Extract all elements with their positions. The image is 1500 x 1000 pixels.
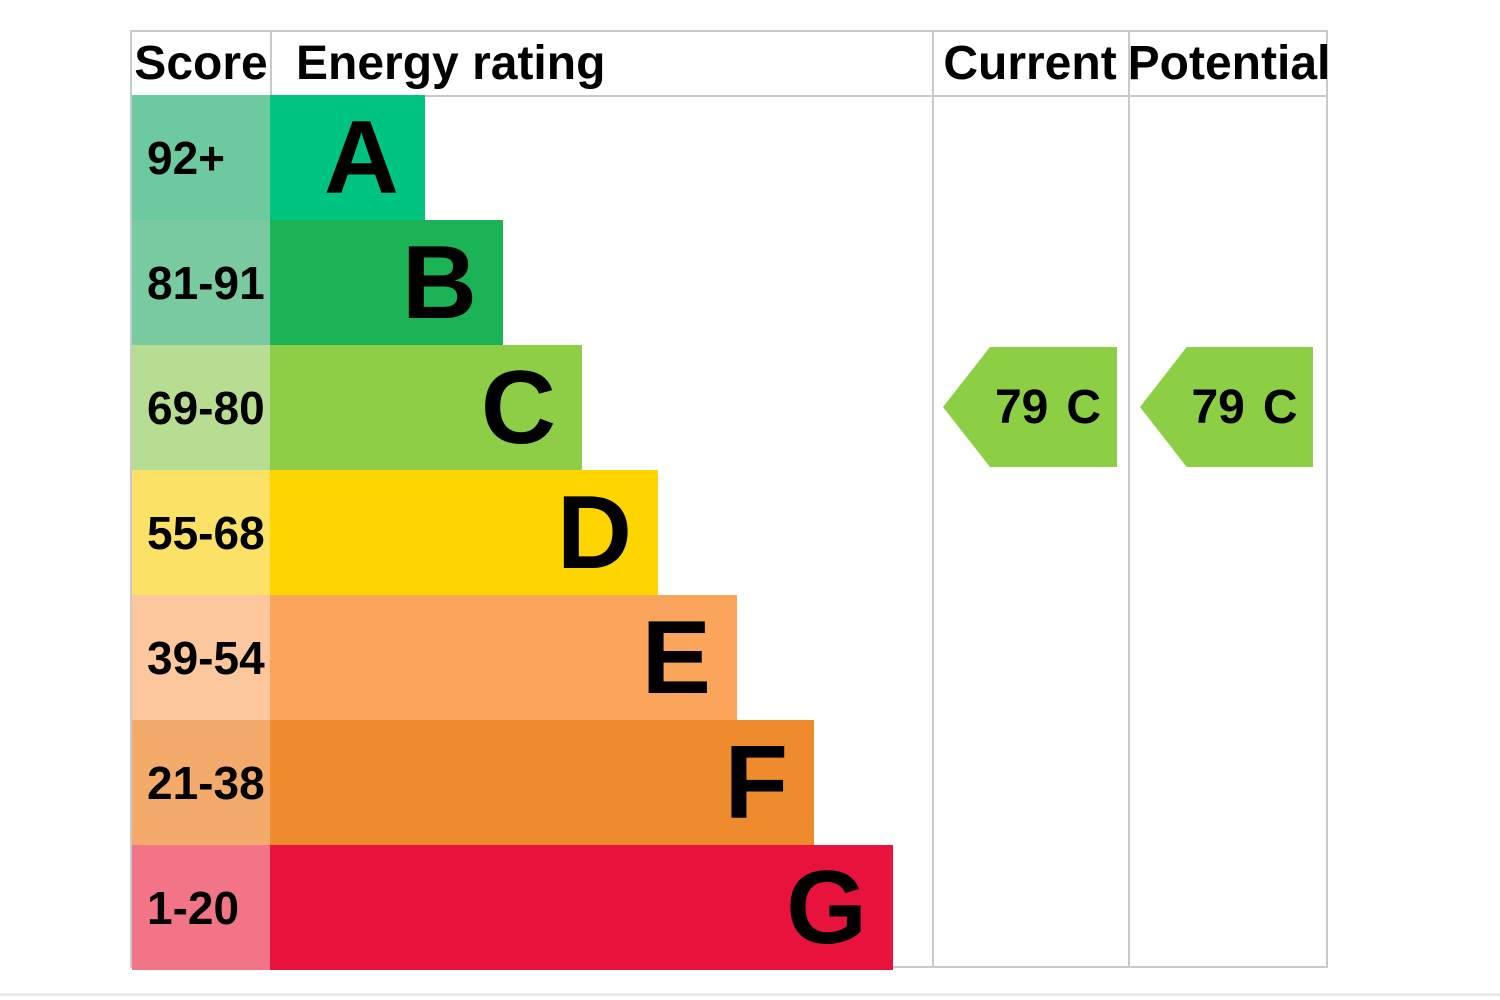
- band-e-score-cell: 39-54: [132, 595, 270, 720]
- energy-rating-header-label: Energy rating: [296, 37, 606, 90]
- band-e-bar: E: [270, 595, 737, 720]
- band-row-g: 1-20 G: [132, 845, 1326, 970]
- band-g-bar: G: [270, 845, 893, 970]
- band-g-letter: G: [786, 849, 867, 966]
- score-header-label: Score: [134, 37, 268, 90]
- band-d-letter: D: [556, 474, 632, 591]
- band-f-bar: F: [270, 720, 814, 845]
- energy-rating-column-header: Energy rating: [270, 32, 932, 95]
- current-rating-band: C: [1066, 380, 1102, 434]
- potential-rating-value: 79: [1191, 380, 1245, 434]
- current-column-header: Current: [932, 32, 1128, 95]
- band-b-letter: B: [401, 224, 477, 341]
- band-row-a: 92+ A: [132, 95, 1326, 220]
- potential-header-label: Potential: [1127, 37, 1331, 90]
- current-header-label: Current: [943, 37, 1117, 90]
- band-a-score-cell: 92+: [132, 95, 270, 220]
- band-a-bar: A: [270, 95, 425, 220]
- band-b-score-cell: 81-91: [132, 220, 270, 345]
- band-c-score-cell: 69-80: [132, 345, 270, 470]
- band-a-letter: A: [323, 99, 399, 216]
- band-row-f: 21-38 F: [132, 720, 1326, 845]
- score-column-divider: [270, 32, 272, 95]
- band-f-score-cell: 21-38: [132, 720, 270, 845]
- band-e-letter: E: [641, 599, 711, 716]
- potential-rating-band: C: [1262, 380, 1298, 434]
- band-row-d: 55-68 D: [132, 470, 1326, 595]
- band-b-bar: B: [270, 220, 503, 345]
- band-d-bar: D: [270, 470, 658, 595]
- band-c-letter: C: [480, 349, 556, 466]
- current-rating-value: 79: [994, 380, 1049, 434]
- band-row-e: 39-54 E: [132, 595, 1326, 720]
- band-d-score-cell: 55-68: [132, 470, 270, 595]
- band-c-bar: C: [270, 345, 582, 470]
- band-f-letter: F: [724, 724, 788, 841]
- potential-column-header: Potential: [1127, 32, 1331, 95]
- band-row-b: 81-91 B: [132, 220, 1326, 345]
- potential-column-divider: [1128, 32, 1130, 966]
- band-g-score-cell: 1-20: [132, 845, 270, 970]
- score-column-header: Score: [132, 32, 270, 95]
- epc-table: Score Energy rating Current Potential 92…: [130, 30, 1331, 970]
- page-bottom-divider: [0, 993, 1500, 996]
- current-column-divider: [932, 32, 934, 966]
- band-row-c: 69-80 C: [132, 345, 1326, 470]
- header-divider-line: [132, 95, 1326, 97]
